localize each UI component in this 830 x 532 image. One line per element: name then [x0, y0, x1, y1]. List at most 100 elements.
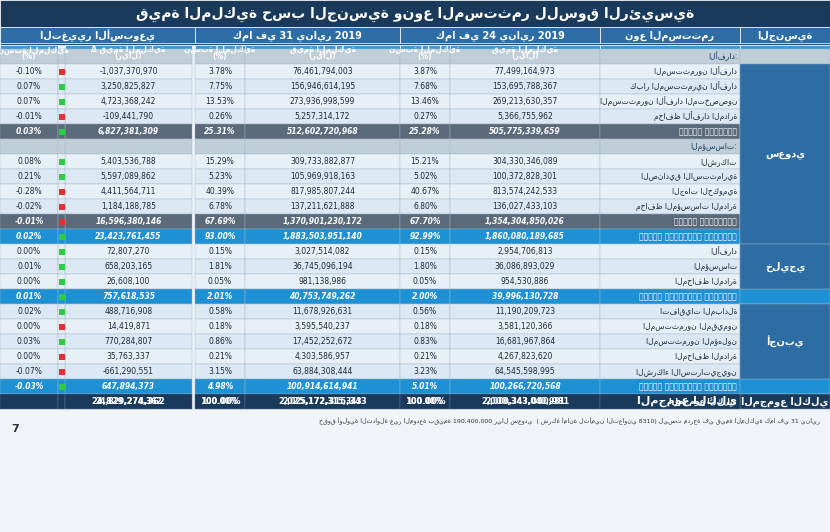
Text: 153,695,788,367: 153,695,788,367	[492, 82, 558, 91]
Text: قيمة الملكية: قيمة الملكية	[290, 46, 355, 54]
Bar	[0, 169, 58, 184]
Bar	[400, 64, 450, 79]
Bar	[0, 349, 58, 364]
Bar	[400, 274, 450, 289]
Bar	[58, 154, 65, 169]
Bar	[65, 169, 192, 184]
Text: 100,914,614,941: 100,914,614,941	[286, 382, 359, 391]
Text: 7.75%: 7.75%	[208, 82, 232, 91]
Text: 40,753,749,262: 40,753,749,262	[290, 292, 356, 301]
Bar	[740, 394, 830, 409]
Bar	[65, 394, 192, 409]
Bar	[58, 294, 65, 300]
Bar	[600, 244, 740, 259]
Text: 11,190,209,723: 11,190,209,723	[495, 307, 555, 316]
Bar	[740, 184, 830, 199]
Text: 64,545,598,995: 64,545,598,995	[495, 367, 555, 376]
Bar	[400, 304, 450, 319]
Text: 0.07%: 0.07%	[17, 82, 41, 91]
Text: التغيير الأسبوعي: التغيير الأسبوعي	[40, 30, 155, 43]
Bar	[740, 94, 830, 109]
Bar	[450, 94, 600, 109]
Bar	[245, 349, 400, 364]
Text: 26,608,100: 26,608,100	[107, 277, 150, 286]
Bar	[450, 394, 600, 409]
Text: 24,829,274,362: 24,829,274,362	[95, 397, 162, 406]
Bar	[195, 394, 245, 409]
Bar	[195, 199, 245, 214]
Bar	[0, 64, 58, 79]
Bar	[65, 94, 192, 109]
Bar	[0, 94, 58, 109]
Bar	[450, 45, 600, 60]
Bar	[195, 334, 245, 349]
Text: 4,411,564,711: 4,411,564,711	[100, 187, 156, 196]
Bar	[400, 27, 600, 45]
Bar	[58, 248, 65, 254]
Text: 0.21%: 0.21%	[208, 352, 232, 361]
Text: 0.86%: 0.86%	[208, 337, 232, 346]
Bar	[65, 214, 192, 229]
Bar	[740, 229, 830, 244]
Text: أجنبي: أجنبي	[766, 335, 803, 348]
Text: المؤسسات:: المؤسسات:	[691, 142, 737, 151]
Bar	[400, 244, 450, 259]
Text: 273,936,998,599: 273,936,998,599	[290, 97, 355, 106]
Text: 0.83%: 0.83%	[413, 337, 437, 346]
Text: 757,618,535: 757,618,535	[102, 292, 155, 301]
Bar	[195, 289, 245, 304]
Text: 2,025,172,315,343: 2,025,172,315,343	[278, 397, 367, 406]
Bar	[400, 319, 450, 334]
Text: 0.08%: 0.08%	[17, 157, 41, 166]
Bar	[65, 64, 192, 79]
Bar	[600, 349, 740, 364]
Text: 3.15%: 3.15%	[208, 367, 232, 376]
Bar	[450, 379, 600, 394]
Bar	[195, 27, 400, 45]
Bar	[65, 184, 192, 199]
Text: 15.21%: 15.21%	[411, 157, 439, 166]
Bar	[58, 113, 65, 120]
Bar	[450, 214, 600, 229]
Text: 3.23%: 3.23%	[413, 367, 437, 376]
Bar	[58, 49, 65, 64]
Bar	[0, 0, 830, 27]
Bar	[740, 349, 830, 364]
Bar	[195, 379, 245, 394]
Bar	[245, 379, 400, 394]
Bar	[450, 229, 600, 244]
Bar	[65, 334, 192, 349]
Bar	[400, 214, 450, 229]
Text: 5.01%: 5.01%	[412, 382, 438, 391]
Text: 5,257,314,172: 5,257,314,172	[295, 112, 350, 121]
Bar	[400, 259, 450, 274]
Text: 2.00%: 2.00%	[412, 292, 438, 301]
Text: 658,203,165: 658,203,165	[105, 262, 153, 271]
Text: 156,946,614,195: 156,946,614,195	[290, 82, 355, 91]
Bar	[450, 124, 600, 139]
Bar	[0, 214, 58, 229]
Text: 100,266,720,568: 100,266,720,568	[489, 382, 561, 391]
Text: 40.39%: 40.39%	[206, 187, 235, 196]
Text: 5,597,089,862: 5,597,089,862	[100, 172, 156, 181]
Bar	[600, 199, 740, 214]
Bar	[400, 79, 450, 94]
Text: 105,969,918,163: 105,969,918,163	[290, 172, 355, 181]
Bar	[195, 169, 245, 184]
Text: (ريال): (ريال)	[115, 52, 142, 61]
Bar	[740, 109, 830, 124]
Bar	[600, 79, 740, 94]
Bar	[58, 109, 65, 124]
Bar	[600, 259, 740, 274]
Text: 13.53%: 13.53%	[206, 97, 234, 106]
Bar	[600, 364, 740, 379]
Bar	[58, 199, 65, 214]
Bar	[65, 319, 192, 334]
Text: 0.01%: 0.01%	[16, 292, 42, 301]
Text: 505,775,339,659: 505,775,339,659	[489, 127, 561, 136]
Text: الجنسية: الجنسية	[758, 30, 813, 41]
Bar	[740, 49, 830, 64]
Text: 77,499,164,973: 77,499,164,973	[495, 67, 555, 76]
Text: 0.01%: 0.01%	[17, 262, 41, 271]
Text: -0.03%: -0.03%	[14, 382, 44, 391]
